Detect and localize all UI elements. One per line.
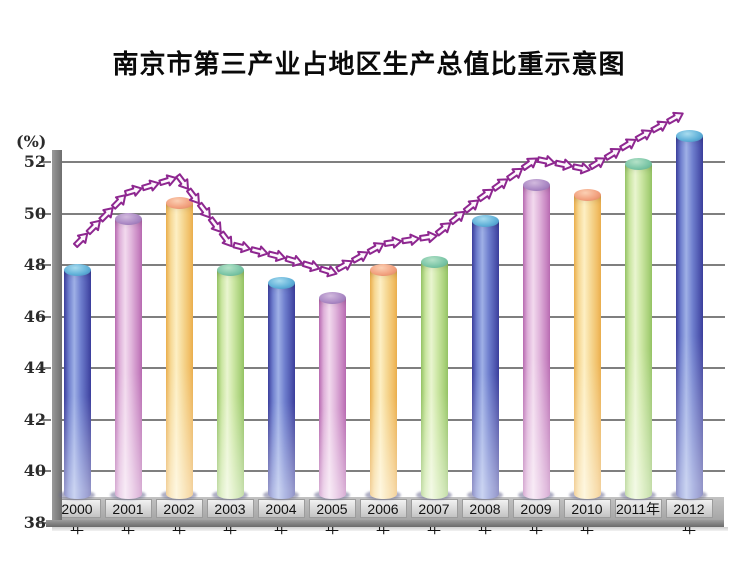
bar-2003年: [216, 270, 244, 499]
trend-arrow-icon: [506, 167, 524, 182]
bar-cap-2007年: [420, 256, 448, 269]
trend-arrow-icon: [232, 241, 252, 254]
y-tick-mark-44: [39, 367, 51, 369]
trend-arrow-icon: [366, 242, 385, 255]
y-tick-label-42: 42: [23, 409, 46, 429]
x-tick-label-2006年: 2006年: [359, 499, 407, 536]
y-tick-mark-50: [39, 212, 51, 215]
trend-arrow-icon: [123, 184, 143, 197]
y-tick-label-48: 48: [23, 255, 46, 274]
bar-cap-2008年: [471, 215, 499, 228]
trend-arrow-icon: [401, 233, 421, 246]
x-tick-label-2009年: 2009年: [512, 499, 560, 536]
trend-arrow-icon: [301, 260, 321, 273]
bar-cap-2005年: [318, 292, 346, 305]
trend-arrow-icon: [476, 188, 494, 203]
bar-2006年: [369, 270, 397, 499]
bar-2011年: [624, 164, 652, 499]
x-tick-label-2002年: 2002年: [155, 499, 203, 536]
trend-arrow-icon: [284, 254, 304, 267]
trend-arrow-icon: [491, 178, 509, 192]
trend-arrow-icon: [218, 230, 233, 248]
gridline-50: [62, 212, 725, 215]
trend-arrow-icon: [72, 232, 89, 249]
trend-arrow-icon: [650, 120, 669, 134]
x-tick-label-2004年: 2004年: [257, 499, 305, 536]
x-tick-label-2008年: 2008年: [461, 499, 509, 536]
trend-arrow-icon: [666, 111, 684, 125]
x-tick-label-2011年: 2011年: [614, 499, 662, 518]
trend-arrow-icon: [110, 194, 127, 210]
trend-arrow-icon: [434, 222, 452, 237]
bar-cap-2003年: [216, 264, 244, 276]
trend-arrow-icon: [448, 210, 466, 226]
y-axis-line: [52, 150, 62, 527]
trend-arrow-icon: [419, 230, 438, 244]
y-tick-mark-40: [39, 470, 51, 472]
trend-arrow-icon: [158, 174, 177, 187]
bar-2000年: [63, 270, 91, 499]
trend-arrow-icon: [619, 138, 637, 152]
trend-arrow-icon: [196, 201, 211, 219]
y-tick-label-44: 44: [23, 358, 46, 377]
bar-2002年: [165, 203, 193, 499]
trend-arrow-icon: [267, 249, 286, 262]
trend-arrow-icon: [572, 162, 591, 175]
y-tick-label-40: 40: [23, 461, 46, 480]
trend-arrow-icon: [554, 158, 574, 171]
bar-2004年: [267, 282, 295, 499]
gridline-52: [62, 161, 725, 163]
trend-arrow-icon: [207, 216, 222, 233]
trend-arrow-icon: [318, 265, 338, 278]
bar-cap-2011年: [624, 158, 652, 171]
x-tick-label-2005年: 2005年: [308, 499, 356, 536]
trend-arrow-icon: [175, 173, 190, 190]
bar-2009年: [522, 185, 550, 499]
bar-cap-2006年: [369, 264, 397, 276]
x-tick-label-2012年: 2012年: [665, 499, 713, 536]
trend-arrow-icon: [350, 250, 369, 264]
y-tick-mark-48: [39, 264, 51, 266]
bar-2001年: [114, 218, 142, 499]
y-tick-mark-46: [39, 315, 51, 318]
bar-cap-2012年: [675, 130, 703, 143]
trend-arrow-icon: [141, 179, 160, 192]
bar-2008年: [471, 221, 499, 499]
y-axis-unit-label: (%): [16, 132, 47, 151]
bar-2010年: [573, 195, 601, 499]
bar-cap-2004年: [267, 276, 295, 289]
x-axis-baseline-shadow: [52, 527, 728, 531]
trend-arrow-icon: [85, 219, 101, 236]
y-tick-label-50: 50: [23, 203, 46, 223]
trend-arrow-icon: [520, 157, 538, 171]
trend-arrow-icon: [603, 147, 622, 161]
y-tick-label-38: 38: [23, 512, 46, 532]
bar-cap-2001年: [114, 212, 142, 225]
y-tick-mark-38: [39, 521, 51, 524]
bar-2007年: [420, 262, 448, 499]
x-tick-label-2003年: 2003年: [206, 499, 254, 536]
x-tick-label-2010年: 2010年: [563, 499, 611, 536]
bar-cap-2000年: [63, 264, 91, 276]
bar-cap-2009年: [522, 179, 550, 192]
trend-arrow-icon: [634, 129, 653, 143]
x-tick-label-2007年: 2007年: [410, 499, 458, 536]
trend-arrow-icon: [249, 245, 269, 258]
y-tick-label-52: 52: [23, 152, 46, 171]
y-tick-mark-42: [39, 418, 51, 421]
x-tick-label-2001年: 2001年: [104, 499, 152, 536]
y-tick-label-46: 46: [23, 306, 46, 326]
chart-title: 南京市第三产业占地区生产总值比重示意图: [112, 50, 626, 79]
bar-cap-2002年: [165, 197, 193, 210]
y-tick-mark-52: [39, 161, 51, 163]
bar-2012年: [675, 136, 703, 499]
x-axis-baseline: [46, 520, 724, 527]
bar-2005年: [318, 298, 346, 499]
trend-arrow-icon: [383, 236, 403, 249]
bar-cap-2010年: [573, 189, 601, 202]
